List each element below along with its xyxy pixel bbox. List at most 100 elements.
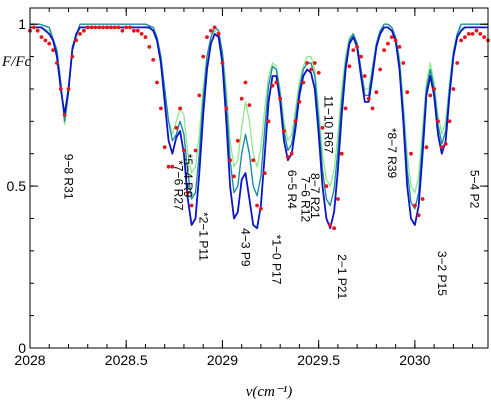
observed-point <box>270 83 275 88</box>
y-tick-label: 0 <box>18 340 26 356</box>
y-axis-label: F/Fc <box>1 54 31 70</box>
observed-point <box>428 93 433 98</box>
x-tick-label: 2028.5 <box>105 352 148 368</box>
y-tick-label: 1 <box>18 16 26 32</box>
line-annotation: *8−7 R39 <box>385 128 399 179</box>
observed-point <box>466 32 471 36</box>
ticks-layer: 2028 2028.5 2029 2029.5 2030 0 0.5 1 <box>7 8 488 368</box>
observed-point <box>74 38 79 43</box>
observed-point <box>220 61 225 65</box>
observed-point <box>336 197 340 201</box>
series-line-model-blue <box>30 26 488 230</box>
observed-point <box>309 67 313 72</box>
observed-point <box>293 119 298 124</box>
observed-point <box>474 28 479 33</box>
observed-point <box>155 80 159 85</box>
observed-point <box>58 87 63 91</box>
observed-point <box>362 74 367 78</box>
observed-point <box>262 171 267 176</box>
observed-point <box>112 25 117 30</box>
observed-point <box>324 184 329 189</box>
observed-point <box>259 206 263 211</box>
line-annotation: 3−2 P15 <box>435 251 449 296</box>
observed-point <box>409 151 413 156</box>
observed-point <box>89 25 94 30</box>
plot-frame <box>29 7 489 349</box>
observed-point <box>197 93 202 98</box>
observed-point <box>82 28 86 33</box>
observed-point <box>205 35 209 39</box>
observed-point <box>393 38 398 43</box>
observed-point <box>224 106 229 111</box>
observed-point <box>343 106 348 111</box>
observed-point <box>235 138 240 143</box>
observed-point <box>201 54 206 59</box>
line-annotation: 6−5 R4 <box>285 170 299 209</box>
y-tick-label: 0.5 <box>7 178 27 194</box>
observed-point <box>189 203 194 208</box>
observed-point <box>170 164 175 169</box>
observed-point <box>251 158 256 163</box>
line-annotation: *1−0 P17 <box>270 235 284 285</box>
observed-point <box>339 151 344 156</box>
observed-point <box>239 96 244 101</box>
observed-point <box>212 25 217 30</box>
observed-point <box>470 32 475 36</box>
observed-point <box>101 25 105 30</box>
observed-point <box>463 35 467 39</box>
observed-point <box>443 142 448 146</box>
observed-point <box>328 223 333 227</box>
observed-point <box>278 96 283 101</box>
observed-point <box>413 203 417 208</box>
line-annotation: 9−8 R31 <box>62 154 76 200</box>
line-annotation: *2−1 P11 <box>196 212 210 261</box>
observed-point <box>359 54 363 59</box>
observed-point <box>228 158 233 163</box>
observed-point <box>116 25 121 30</box>
series-line-model-green <box>30 26 488 194</box>
observed-point <box>447 119 452 124</box>
observed-point <box>85 25 90 30</box>
observed-point <box>436 119 440 124</box>
observed-point <box>478 32 483 36</box>
line-annotation: 7−6 R12 <box>298 176 312 222</box>
observed-point <box>316 70 321 75</box>
observed-point <box>332 226 336 231</box>
line-annotation: 5−4 P2 <box>468 170 482 209</box>
observed-point <box>35 28 40 33</box>
annotations-layer: 9−8 R31 *5−4 R9*7−6 R27 *2−1 P11 4−3 P9 *1−0… <box>62 95 482 299</box>
observed-point <box>282 129 286 133</box>
observed-point <box>397 45 402 49</box>
observed-point <box>355 45 359 49</box>
x-tick-label: 2029.5 <box>297 352 340 368</box>
observed-point <box>305 61 309 65</box>
observed-point <box>43 38 48 43</box>
observed-point <box>405 90 410 95</box>
x-tick-label: 2028 <box>14 352 45 368</box>
series-layer <box>30 23 488 230</box>
observed-point <box>139 32 144 36</box>
observed-point <box>209 28 213 33</box>
observed-point <box>455 61 460 65</box>
observed-point <box>216 32 221 36</box>
line-annotation: 11−10 R67 <box>321 95 335 153</box>
observed-point <box>193 148 198 153</box>
observed-point <box>297 100 302 104</box>
observed-point <box>439 145 444 150</box>
observed-point <box>178 106 183 111</box>
observed-point <box>128 25 133 30</box>
x-axis-label: ν(cm⁻¹) <box>246 384 293 400</box>
observed-point <box>174 125 179 130</box>
observed-point <box>255 203 259 208</box>
line-annotation: *5−4 R9 <box>181 154 195 198</box>
observed-point <box>166 164 171 169</box>
observed-point <box>386 41 390 46</box>
observed-point <box>320 125 325 130</box>
observed-point <box>420 197 425 201</box>
observed-point <box>105 25 109 30</box>
observed-point <box>232 174 236 179</box>
observed-point <box>243 80 248 85</box>
observed-point <box>301 80 306 85</box>
line-annotation: 2−1 P21 <box>335 254 349 299</box>
observed-point <box>147 45 152 49</box>
